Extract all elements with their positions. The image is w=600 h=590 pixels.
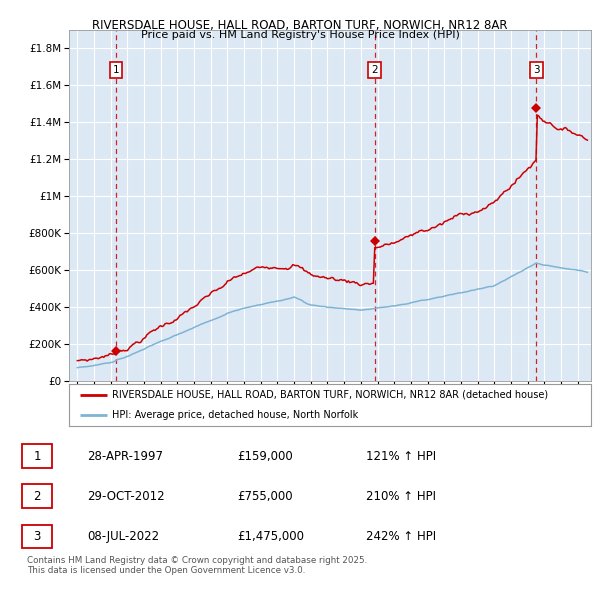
Text: 2: 2	[34, 490, 41, 503]
Text: 1: 1	[34, 450, 41, 463]
Text: 1: 1	[113, 65, 119, 75]
Text: 121% ↑ HPI: 121% ↑ HPI	[366, 450, 436, 463]
Text: 3: 3	[533, 65, 539, 75]
Text: 242% ↑ HPI: 242% ↑ HPI	[366, 530, 436, 543]
Text: 2: 2	[371, 65, 378, 75]
Text: 08-JUL-2022: 08-JUL-2022	[87, 530, 159, 543]
Text: RIVERSDALE HOUSE, HALL ROAD, BARTON TURF, NORWICH, NR12 8AR (detached house): RIVERSDALE HOUSE, HALL ROAD, BARTON TURF…	[112, 390, 548, 400]
Text: Contains HM Land Registry data © Crown copyright and database right 2025.: Contains HM Land Registry data © Crown c…	[27, 556, 367, 565]
Text: 3: 3	[34, 530, 41, 543]
Text: £1,475,000: £1,475,000	[237, 530, 304, 543]
Text: 28-APR-1997: 28-APR-1997	[87, 450, 163, 463]
Text: This data is licensed under the Open Government Licence v3.0.: This data is licensed under the Open Gov…	[27, 566, 305, 575]
Text: £755,000: £755,000	[237, 490, 293, 503]
Text: HPI: Average price, detached house, North Norfolk: HPI: Average price, detached house, Nort…	[112, 409, 358, 419]
Text: £159,000: £159,000	[237, 450, 293, 463]
Text: 210% ↑ HPI: 210% ↑ HPI	[366, 490, 436, 503]
Text: RIVERSDALE HOUSE, HALL ROAD, BARTON TURF, NORWICH, NR12 8AR: RIVERSDALE HOUSE, HALL ROAD, BARTON TURF…	[92, 19, 508, 32]
Text: Price paid vs. HM Land Registry's House Price Index (HPI): Price paid vs. HM Land Registry's House …	[140, 30, 460, 40]
Text: 29-OCT-2012: 29-OCT-2012	[87, 490, 164, 503]
